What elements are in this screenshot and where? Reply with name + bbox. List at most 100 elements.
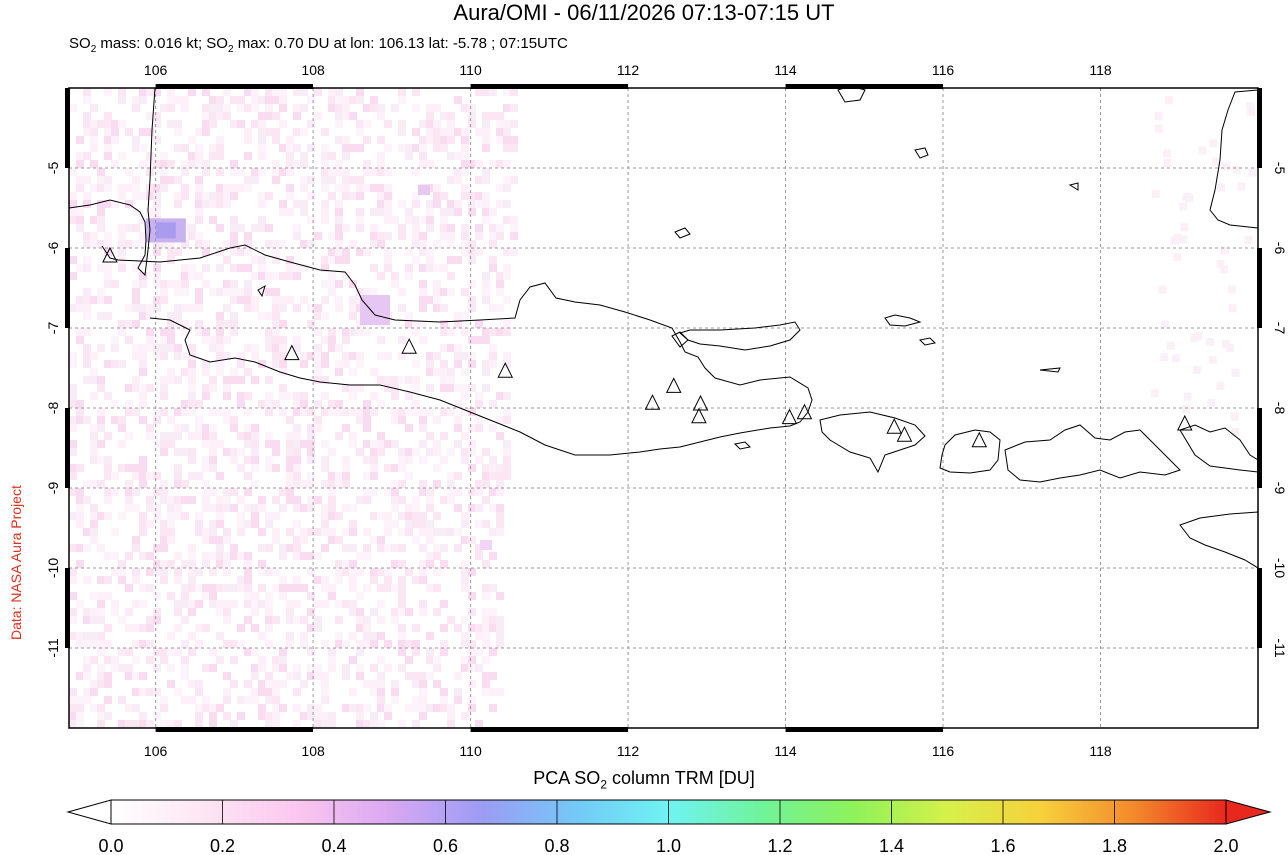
so2-pixel xyxy=(370,96,378,104)
so2-pixel xyxy=(153,200,161,208)
so2-pixel xyxy=(377,680,385,688)
so2-pixel xyxy=(195,712,203,720)
so2-pixel xyxy=(349,296,357,304)
so2-pixel xyxy=(258,120,266,128)
so2-pixel xyxy=(251,512,259,520)
so2-pixel xyxy=(279,336,287,344)
so2-pixel xyxy=(398,120,406,128)
so2-pixel xyxy=(265,288,273,296)
so2-pixel xyxy=(293,672,301,680)
so2-pixel xyxy=(251,96,259,104)
so2-pixel xyxy=(377,704,385,712)
so2-pixel xyxy=(300,504,308,512)
so2-pixel xyxy=(286,456,294,464)
so2-pixel xyxy=(258,704,266,712)
so2-pixel xyxy=(223,488,231,496)
so2-pixel xyxy=(503,120,511,128)
so2-pixel xyxy=(258,712,266,720)
so2-pixel xyxy=(342,256,350,264)
so2-pixel xyxy=(328,400,336,408)
so2-pixel xyxy=(272,296,280,304)
so2-pixel xyxy=(342,144,350,152)
so2-pixel xyxy=(307,672,315,680)
so2-pixel xyxy=(328,584,336,592)
so2-pixel xyxy=(489,704,497,712)
so2-pixel xyxy=(160,560,168,568)
so2-pixel xyxy=(174,120,182,128)
so2-pixel xyxy=(398,584,406,592)
so2-pixel xyxy=(69,592,77,600)
so2-pixel xyxy=(153,472,161,480)
so2-pixel xyxy=(272,584,280,592)
so2-pixel xyxy=(286,392,294,400)
so2-pixel xyxy=(230,264,238,272)
so2-pixel xyxy=(76,224,84,232)
so2-pixel xyxy=(440,688,448,696)
so2-pixel xyxy=(314,88,322,96)
so2-pixel xyxy=(482,272,490,280)
so2-pixel xyxy=(139,720,147,728)
so2-pixel xyxy=(328,176,336,184)
so2-pixel xyxy=(216,544,224,552)
so2-pixel xyxy=(111,600,119,608)
so2-pixel xyxy=(363,616,371,624)
so2-pixel xyxy=(314,304,322,312)
so2-pixel xyxy=(461,712,469,720)
so2-pixel xyxy=(153,304,161,312)
so2-pixel xyxy=(321,144,329,152)
so2-pixel xyxy=(412,512,420,520)
so2-pixel xyxy=(293,144,301,152)
so2-pixel xyxy=(461,664,469,672)
lon-tick-label-top: 116 xyxy=(932,62,955,78)
so2-pixel xyxy=(293,496,301,504)
so2-pixel xyxy=(370,392,378,400)
so2-pixel xyxy=(230,216,238,224)
so2-pixel xyxy=(489,224,497,232)
so2-pixel xyxy=(482,656,490,664)
lat-tick-label-left: -5 xyxy=(45,162,61,175)
so2-pixel xyxy=(300,712,308,720)
so2-pixel xyxy=(230,280,238,288)
so2-pixel xyxy=(146,624,154,632)
so2-pixel xyxy=(251,432,259,440)
so2-pixel xyxy=(265,96,273,104)
so2-pixel xyxy=(174,576,182,584)
so2-pixel xyxy=(139,144,147,152)
so2-pixel xyxy=(454,400,462,408)
so2-pixel xyxy=(307,304,315,312)
so2-pixel xyxy=(454,176,462,184)
so2-pixel xyxy=(223,640,231,648)
so2-pixel xyxy=(195,152,203,160)
so2-pixel xyxy=(384,512,392,520)
so2-pixel xyxy=(370,536,378,544)
so2-pixel xyxy=(475,480,483,488)
so2-pixel xyxy=(160,496,168,504)
so2-pixel xyxy=(125,384,133,392)
so2-pixel xyxy=(405,448,413,456)
so2-pixel xyxy=(447,288,455,296)
so2-pixel xyxy=(391,280,399,288)
lon-tick-label-top: 112 xyxy=(617,62,640,78)
so2-pixel xyxy=(426,632,434,640)
so2-pixel xyxy=(503,136,511,144)
so2-pixel xyxy=(419,696,427,704)
so2-pixel xyxy=(342,360,350,368)
so2-pixel xyxy=(69,216,77,224)
so2-pixel xyxy=(125,128,133,136)
so2-pixel xyxy=(335,88,343,96)
so2-pixel xyxy=(188,456,196,464)
so2-pixel xyxy=(160,544,168,552)
so2-pixel xyxy=(188,600,196,608)
so2-pixel xyxy=(97,168,105,176)
so2-pixel xyxy=(104,152,112,160)
so2-pixel xyxy=(496,392,504,400)
so2-pixel xyxy=(83,232,91,240)
so2-pixel xyxy=(230,296,238,304)
so2-pixel xyxy=(146,128,154,136)
so2-pixel xyxy=(118,512,126,520)
so2-pixel xyxy=(104,360,112,368)
so2-pixel xyxy=(69,712,77,720)
so2-pixel xyxy=(188,368,196,376)
so2-pixel xyxy=(321,168,329,176)
so2-pixel xyxy=(132,320,140,328)
